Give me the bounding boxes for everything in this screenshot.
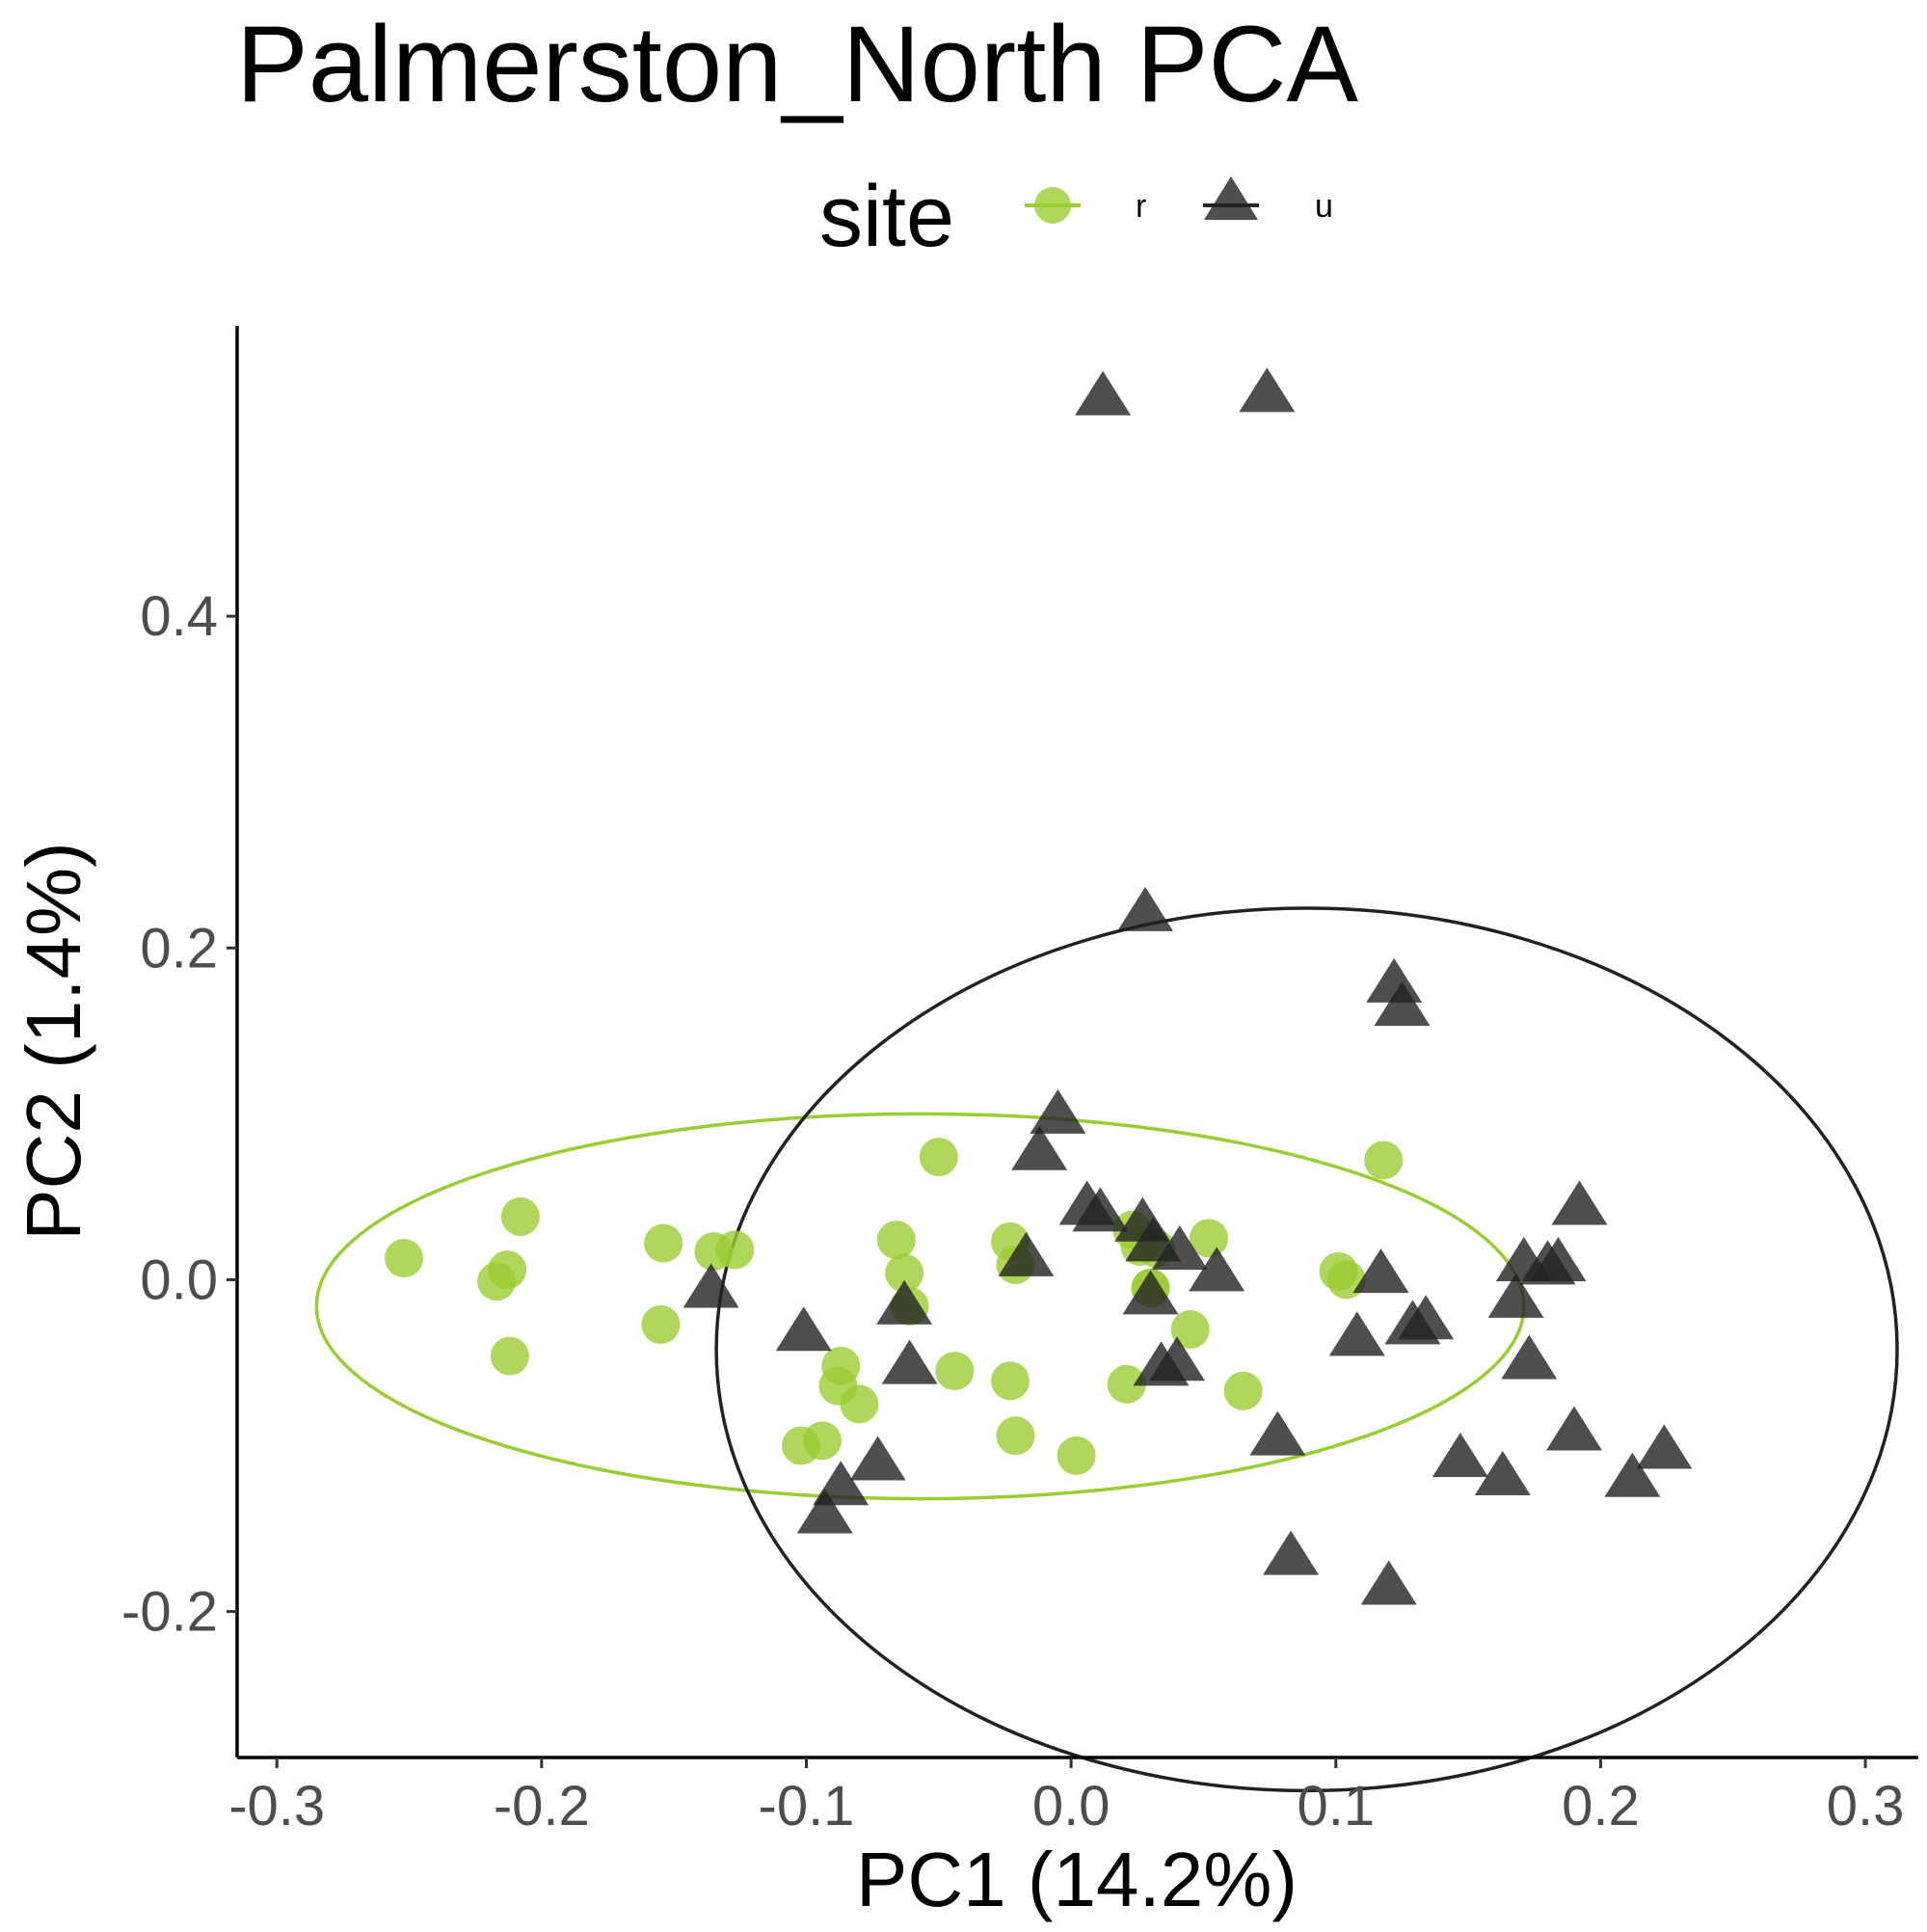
point-u [1604,1452,1661,1497]
point-r [996,1416,1035,1456]
chart-title: Palmerston_North PCA [236,4,1358,124]
point-r [490,1336,529,1376]
point-u [1263,1530,1320,1575]
point-u [1075,370,1132,416]
legend-label-r: r [1136,188,1146,225]
point-r [500,1197,540,1237]
point-u [1122,1270,1179,1315]
point-r [781,1426,820,1465]
point-r [1057,1436,1096,1475]
point-u [1374,980,1431,1026]
point-r [840,1384,879,1424]
point-r [715,1230,755,1270]
point-u [1117,886,1174,931]
point-r [935,1352,975,1391]
legend-entry-r: r [1025,187,1146,225]
point-u [1011,1125,1068,1170]
point-r [477,1262,517,1301]
point-u [1474,1450,1531,1495]
x-ticks: -0.3 -0.2 -0.1 0.0 0.1 0.2 0.3 [228,1758,1904,1838]
point-r [885,1253,924,1293]
legend: site r u [819,169,1333,265]
point-u [1545,1406,1602,1451]
point-r [385,1239,424,1278]
y-tick-label: 0.2 [140,917,218,979]
point-u [1151,1224,1208,1270]
point-r [1364,1140,1404,1180]
legend-triangle-icon [1204,176,1258,220]
x-tick-label: 0.1 [1297,1775,1375,1838]
point-u [1551,1180,1608,1225]
point-u [876,1279,933,1325]
ellipse-u [714,906,1899,1793]
point-u [1249,1410,1306,1456]
point-u [1384,1300,1441,1345]
point-r [990,1361,1030,1401]
point-r [1107,1364,1146,1404]
point-u [1239,367,1296,413]
point-u [1360,1560,1417,1605]
point-u [1352,1248,1409,1294]
point-u [1432,1433,1488,1478]
point-u [1530,1236,1587,1281]
x-tick-label: 0.3 [1827,1775,1905,1838]
x-tick-label: 0.0 [1032,1775,1111,1838]
point-u [1328,1311,1385,1356]
point-r [919,1138,958,1177]
point-u [1487,1273,1544,1318]
point-u [1636,1424,1693,1469]
point-u [1030,1088,1086,1134]
axes: -0.3 -0.2 -0.1 0.0 0.1 0.2 0.3 -0.2 0.0 0.2 0.4 [121,326,1918,1838]
point-u [796,1489,853,1534]
ellipses-layer [314,906,1899,1793]
y-tick-label: -0.2 [121,1581,218,1644]
point-r [1170,1310,1210,1350]
point-u [1072,1187,1129,1232]
legend-label-u: u [1315,188,1333,225]
x-tick-label: 0.2 [1562,1775,1640,1838]
x-tick-label: -0.3 [228,1775,325,1838]
x-tick-label: -0.1 [759,1775,855,1838]
y-tick-label: 0.4 [140,585,218,648]
point-u [998,1231,1055,1276]
y-ticks: -0.2 0.0 0.2 0.4 [121,585,237,1644]
point-r [876,1221,916,1260]
point-u [881,1339,938,1384]
point-r [1223,1371,1263,1410]
x-tick-label: -0.2 [494,1775,590,1838]
y-tick-label: 0.0 [140,1248,218,1311]
points-layer [385,367,1693,1605]
legend-circle-icon [1034,187,1071,224]
point-r [1189,1219,1228,1258]
point-u [775,1306,832,1352]
point-r [641,1304,681,1344]
legend-title: site [819,169,954,265]
point-u [1189,1247,1245,1292]
x-axis-title: PC1 (14.2%) [856,1837,1298,1922]
y-axis-title: PC2 (1.4%) [11,842,96,1240]
point-u [849,1436,906,1481]
point-u [1148,1336,1205,1382]
point-r [1326,1260,1366,1300]
legend-entry-u: u [1203,176,1333,225]
point-u [1501,1334,1558,1380]
point-r [644,1223,683,1263]
point-u [682,1263,739,1308]
